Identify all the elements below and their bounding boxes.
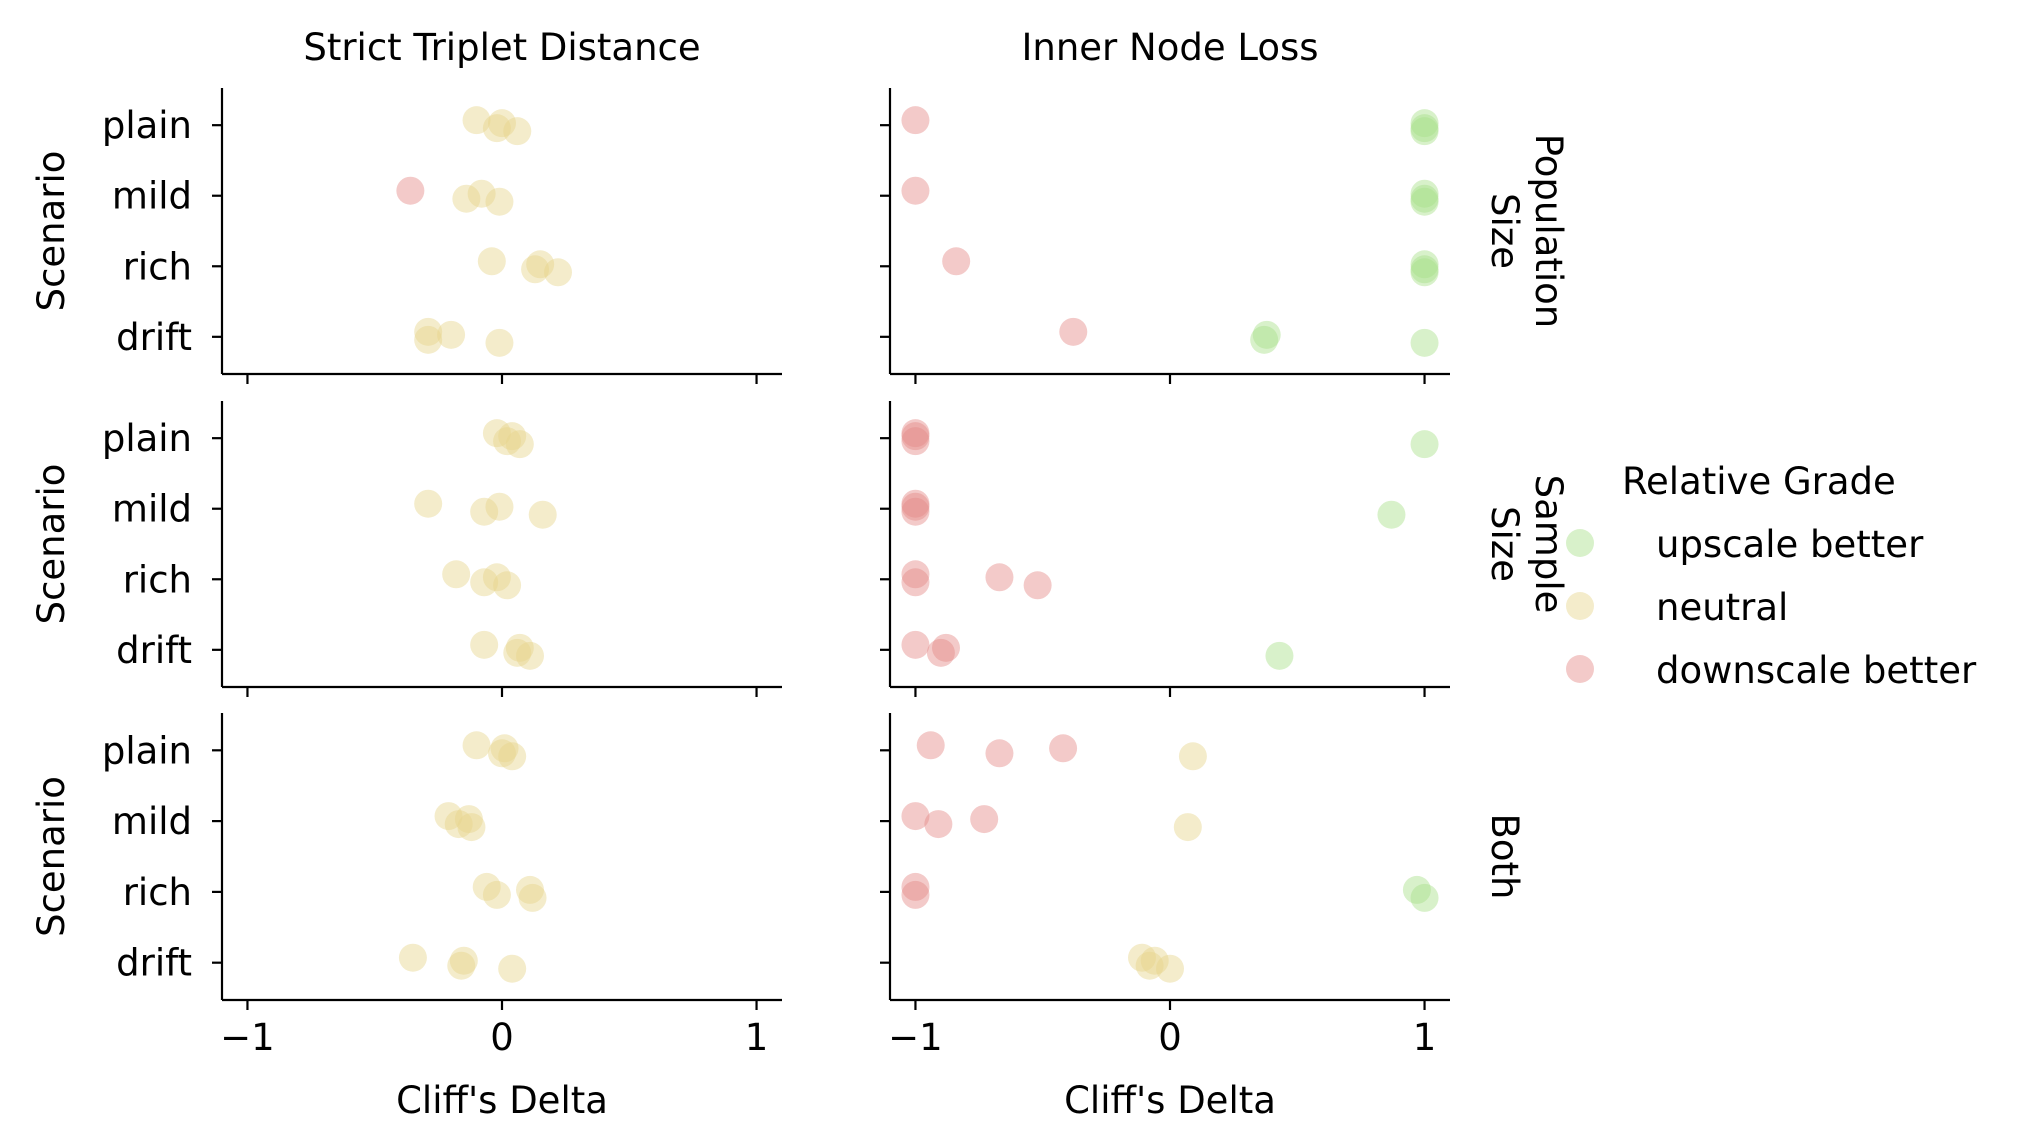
y-axis-label: Scenario [30, 776, 73, 937]
data-point [478, 247, 506, 275]
y-tick-label: mild [112, 800, 192, 843]
legend-label: downscale better [1656, 649, 1977, 692]
x-axis-label: Cliff's Delta [1064, 1079, 1276, 1122]
y-tick-label: rich [123, 871, 192, 914]
column-title: Inner Node Loss [1021, 26, 1318, 69]
legend-label: upscale better [1656, 523, 1924, 566]
row-label: Size [1483, 506, 1526, 582]
legend-marker [1566, 529, 1594, 557]
data-point [498, 955, 526, 983]
data-point [1179, 742, 1207, 770]
data-point [1411, 188, 1439, 216]
data-point [1411, 884, 1439, 912]
data-point [1253, 321, 1281, 349]
data-point [901, 493, 929, 521]
data-point [985, 563, 1013, 591]
data-point [483, 881, 511, 909]
x-tick-label: 0 [490, 1016, 514, 1059]
data-point [485, 188, 513, 216]
data-point [463, 731, 491, 759]
legend-title: Relative Grade [1622, 460, 1896, 503]
row-label: Size [1483, 193, 1526, 269]
data-point [442, 560, 470, 588]
row-label: Population [1527, 134, 1570, 328]
data-point [901, 881, 929, 909]
data-point [414, 490, 442, 518]
data-point [901, 568, 929, 596]
data-point [1174, 813, 1202, 841]
y-tick-label: plain [102, 729, 192, 772]
row-label: Sample [1527, 475, 1570, 614]
data-point [544, 258, 572, 286]
y-tick-label: mild [112, 488, 192, 531]
data-point [901, 631, 929, 659]
x-tick-label: −1 [888, 1016, 943, 1059]
data-point [1265, 642, 1293, 670]
data-point [1156, 955, 1184, 983]
data-point [457, 813, 485, 841]
y-tick-label: rich [123, 245, 192, 288]
data-point [901, 177, 929, 205]
data-point [1024, 571, 1052, 599]
data-point [1049, 734, 1077, 762]
data-point [485, 329, 513, 357]
x-tick-label: 1 [745, 1016, 769, 1059]
y-tick-label: plain [102, 104, 192, 147]
data-point [506, 430, 534, 458]
data-point [470, 631, 498, 659]
y-tick-label: drift [116, 316, 192, 359]
data-point [1377, 501, 1405, 529]
data-point [970, 805, 998, 833]
data-point [516, 642, 544, 670]
data-point [924, 810, 952, 838]
data-point [901, 106, 929, 134]
row-label: Both [1483, 814, 1526, 900]
data-point [917, 731, 945, 759]
data-point [942, 247, 970, 275]
x-axis-label: Cliff's Delta [396, 1079, 608, 1122]
data-point [498, 742, 526, 770]
x-tick-label: 0 [1158, 1016, 1182, 1059]
y-tick-label: plain [102, 417, 192, 460]
y-tick-label: drift [116, 942, 192, 985]
x-tick-label: 1 [1413, 1016, 1437, 1059]
legend-label: neutral [1656, 586, 1788, 629]
data-point [1411, 430, 1439, 458]
y-tick-label: mild [112, 175, 192, 218]
legend-marker [1566, 592, 1594, 620]
data-point [1411, 329, 1439, 357]
data-point [901, 422, 929, 450]
data-point [437, 321, 465, 349]
data-point [932, 634, 960, 662]
data-point [529, 501, 557, 529]
data-point [1059, 318, 1087, 346]
x-tick-label: −1 [220, 1016, 275, 1059]
y-tick-label: rich [123, 558, 192, 601]
data-point [450, 947, 478, 975]
y-axis-label: Scenario [30, 151, 73, 312]
column-title: Strict Triplet Distance [303, 26, 700, 69]
legend-marker [1566, 655, 1594, 683]
data-point [396, 177, 424, 205]
y-axis-label: Scenario [30, 464, 73, 625]
data-point [493, 571, 521, 599]
data-point [1411, 258, 1439, 286]
data-point [519, 884, 547, 912]
data-point [485, 493, 513, 521]
data-point [399, 944, 427, 972]
y-tick-label: drift [116, 629, 192, 672]
data-point [503, 117, 531, 145]
data-point [1411, 117, 1439, 145]
data-point [985, 739, 1013, 767]
